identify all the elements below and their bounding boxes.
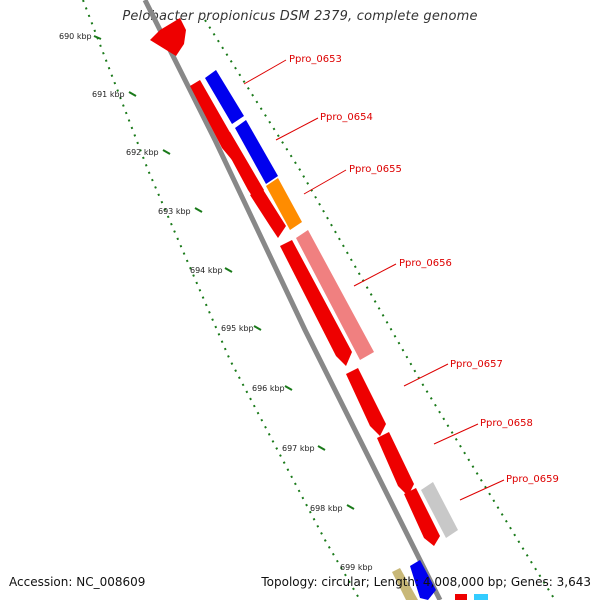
gene-feature[interactable] xyxy=(410,560,436,600)
tick-mark xyxy=(194,207,203,213)
forward-strand-genes xyxy=(205,70,488,600)
outer-dotted-guide xyxy=(204,19,556,600)
gene-feature[interactable] xyxy=(150,18,186,56)
leader-line xyxy=(433,423,479,445)
tick-mark xyxy=(93,35,102,40)
gene-label-ppro-0654[interactable]: Ppro_0654 xyxy=(320,112,373,123)
leader-line xyxy=(459,479,505,501)
gene-feature[interactable] xyxy=(205,70,244,124)
tick-mark xyxy=(284,385,293,391)
tick-label-694: 694 kbp xyxy=(190,266,223,275)
tick-mark xyxy=(253,325,262,331)
leader-line xyxy=(303,169,347,195)
tick-mark xyxy=(128,91,137,97)
gene-feature[interactable] xyxy=(392,568,418,600)
gene-feature[interactable] xyxy=(266,178,302,230)
genome-summary-text: Topology: circular; Length: 4,008,000 bp… xyxy=(261,575,591,589)
tick-label-690: 690 kbp xyxy=(59,32,92,41)
gene-feature[interactable] xyxy=(455,594,467,600)
gene-labels: Ppro_0653 Ppro_0654 Ppro_0655 Ppro_0656 … xyxy=(289,54,559,485)
reverse-strand-genes xyxy=(150,18,440,546)
gene-feature[interactable] xyxy=(250,188,286,238)
tick-label-697: 697 kbp xyxy=(282,444,315,453)
gene-label-lines xyxy=(243,59,505,501)
map-title: Pelobacter propionicus DSM 2379, complet… xyxy=(122,9,478,24)
gene-feature[interactable] xyxy=(377,432,414,496)
leader-line xyxy=(243,59,287,85)
gene-feature[interactable] xyxy=(421,482,458,538)
leader-line xyxy=(353,263,397,287)
accession-text: Accession: NC_008609 xyxy=(9,575,146,589)
gene-feature[interactable] xyxy=(346,368,386,436)
leader-line xyxy=(403,363,449,387)
gene-feature[interactable] xyxy=(404,488,440,546)
tick-label-693: 693 kbp xyxy=(158,207,191,216)
tick-label-691: 691 kbp xyxy=(92,90,125,99)
leader-line xyxy=(275,117,319,141)
gene-label-ppro-0656[interactable]: Ppro_0656 xyxy=(399,258,452,269)
gene-label-ppro-0658[interactable]: Ppro_0658 xyxy=(480,418,533,429)
gene-label-ppro-0653[interactable]: Ppro_0653 xyxy=(289,54,342,65)
tick-label-692: 692 kbp xyxy=(126,148,159,157)
tick-marks: 690 kbp 691 kbp 692 kbp 693 kbp 694 kbp … xyxy=(59,32,373,572)
inner-dotted-guide xyxy=(82,0,361,600)
gene-feature[interactable] xyxy=(220,132,264,202)
gene-label-ppro-0657[interactable]: Ppro_0657 xyxy=(450,359,503,370)
tick-mark xyxy=(224,267,233,273)
tick-mark xyxy=(317,445,326,451)
gene-feature[interactable] xyxy=(235,120,278,184)
gene-feature[interactable] xyxy=(280,240,352,366)
tick-label-699: 699 kbp xyxy=(340,563,373,572)
gene-label-ppro-0655[interactable]: Ppro_0655 xyxy=(349,164,402,175)
genome-backbone xyxy=(142,0,443,600)
tick-mark xyxy=(346,504,355,510)
gene-label-ppro-0659[interactable]: Ppro_0659 xyxy=(506,474,559,485)
gene-feature[interactable] xyxy=(474,594,488,600)
tick-label-695: 695 kbp xyxy=(221,324,254,333)
tick-label-698: 698 kbp xyxy=(310,504,343,513)
tick-mark xyxy=(162,149,171,155)
gene-feature[interactable] xyxy=(296,230,374,360)
tick-label-696: 696 kbp xyxy=(252,384,285,393)
